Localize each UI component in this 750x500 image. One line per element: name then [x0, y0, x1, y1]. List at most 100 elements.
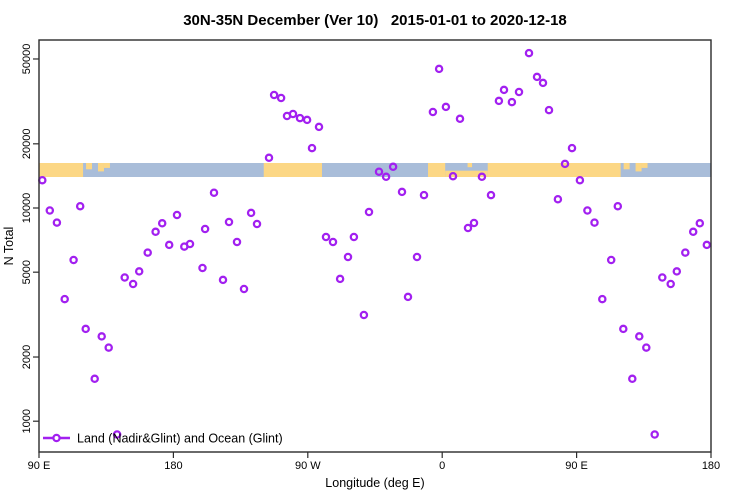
- data-point: [52, 218, 62, 227]
- land-band-segment: [428, 163, 446, 177]
- data-point: [455, 114, 465, 124]
- data-point: [695, 219, 705, 228]
- data-point: [209, 188, 219, 197]
- x-tick-label: 90 E: [565, 460, 588, 472]
- data-point: [246, 208, 256, 218]
- data-point: [97, 332, 106, 341]
- data-point: [412, 252, 422, 262]
- data-point: [463, 223, 473, 233]
- data-point: [328, 237, 338, 247]
- y-tick-label: 1000: [21, 409, 33, 433]
- data-point: [120, 273, 129, 282]
- data-point: [567, 143, 577, 153]
- data-point: [60, 294, 69, 304]
- data-point: [477, 172, 487, 182]
- land-band-segment: [263, 163, 322, 177]
- data-point: [672, 267, 682, 276]
- data-point: [69, 255, 78, 265]
- data-point: [198, 263, 207, 273]
- data-point: [524, 48, 534, 58]
- data-point: [544, 105, 554, 115]
- land-band-segment: [445, 170, 488, 177]
- data-point: [45, 206, 55, 215]
- data-point: [428, 107, 438, 117]
- data-point: [172, 210, 182, 220]
- data-point: [688, 227, 698, 237]
- data-point: [666, 279, 675, 289]
- data-point: [364, 207, 374, 217]
- x-axis-label: Longitude (deg E): [325, 476, 424, 490]
- y-tick-label: 10000: [21, 193, 33, 224]
- data-point: [681, 248, 690, 257]
- data-point: [321, 232, 331, 242]
- data-point: [75, 201, 85, 211]
- legend: Land (Nadir&Glint) and Ocean (Glint): [43, 432, 283, 446]
- data-point: [264, 153, 274, 163]
- data-point: [397, 187, 407, 197]
- data-points: [38, 48, 712, 439]
- data-point: [307, 143, 317, 153]
- data-point: [349, 232, 359, 242]
- data-point: [441, 102, 451, 112]
- land-band-segment: [635, 163, 642, 172]
- data-point: [658, 273, 667, 282]
- land-band-segment: [487, 163, 621, 177]
- x-tick-label: 90 W: [295, 460, 321, 472]
- data-point: [419, 190, 429, 200]
- data-point: [494, 96, 504, 106]
- data-point: [232, 237, 242, 247]
- x-tick-label: 180: [164, 460, 182, 472]
- land-ocean-map-band: [39, 163, 711, 177]
- x-tick-label: 90 E: [28, 460, 51, 472]
- data-point: [613, 201, 623, 211]
- data-point: [532, 72, 542, 82]
- data-point: [252, 219, 262, 229]
- data-point: [507, 97, 517, 107]
- legend-label: Land (Nadir&Glint) and Ocean (Glint): [77, 432, 283, 446]
- data-point: [38, 175, 47, 185]
- x-tick-label: 0: [439, 460, 445, 472]
- data-point: [606, 255, 616, 265]
- legend-marker-icon: [52, 433, 61, 443]
- data-point: [448, 171, 458, 181]
- data-point: [143, 248, 152, 257]
- land-band-segment: [97, 163, 104, 172]
- data-point: [381, 172, 391, 182]
- axes: 90 E 180 90 W 0 90 E 180 1000 2000 5000 10000 2000…: [21, 44, 720, 472]
- data-point: [276, 93, 286, 103]
- data-point: [224, 217, 234, 227]
- data-point: [619, 324, 628, 334]
- x-tick-label: 180: [702, 460, 720, 472]
- land-band-segment: [623, 163, 630, 170]
- chart-title: 30N-35N December (Ver 10) 2015-01-01 to …: [183, 12, 567, 29]
- data-point: [469, 218, 479, 228]
- data-point: [343, 252, 353, 262]
- data-point: [590, 218, 599, 227]
- data-point: [295, 113, 305, 123]
- data-point: [128, 279, 138, 289]
- data-point: [359, 310, 369, 320]
- data-point: [151, 227, 160, 237]
- data-point: [635, 332, 644, 341]
- data-point: [335, 274, 345, 284]
- data-point: [560, 159, 570, 169]
- data-point: [239, 284, 249, 294]
- data-point: [628, 374, 637, 384]
- y-tick-label: 2000: [21, 345, 33, 369]
- data-point: [553, 194, 563, 204]
- data-point: [388, 162, 398, 172]
- land-band-segment: [641, 163, 648, 168]
- data-point: [403, 292, 413, 302]
- data-point: [157, 219, 167, 228]
- data-point: [642, 343, 651, 352]
- data-point: [81, 324, 90, 334]
- data-point: [499, 85, 509, 95]
- data-point: [702, 240, 712, 250]
- y-tick-label: 5000: [21, 260, 33, 284]
- data-point: [302, 115, 312, 125]
- land-band-segment: [86, 163, 93, 170]
- data-point: [374, 167, 384, 176]
- data-point: [650, 430, 659, 439]
- data-point: [434, 64, 444, 74]
